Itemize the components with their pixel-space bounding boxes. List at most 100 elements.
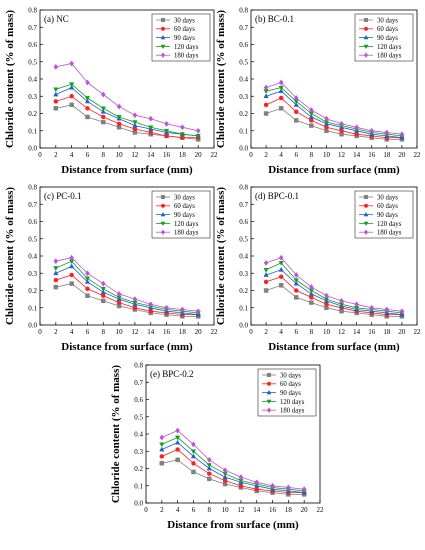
data-point xyxy=(116,290,122,297)
legend-marker xyxy=(363,44,369,50)
data-point xyxy=(293,101,299,107)
series-line xyxy=(265,90,402,139)
series-line xyxy=(55,83,199,137)
data-point xyxy=(84,96,91,101)
x-tick-label: 14 xyxy=(253,506,261,514)
data-point xyxy=(309,300,314,305)
x-tick-label: 4 xyxy=(176,506,180,514)
data-point xyxy=(294,295,299,300)
panel-label: (e) BPC-0.2 xyxy=(150,369,194,379)
legend-label: 60 days xyxy=(377,26,398,33)
data-point xyxy=(175,457,180,463)
x-tick-label: 10 xyxy=(323,328,331,336)
legend: 30 days 60 days 90 days 120 days 180 days xyxy=(354,13,414,62)
data-point xyxy=(207,471,212,476)
x-tick-label: 8 xyxy=(208,506,212,514)
data-point xyxy=(148,301,154,308)
y-tick-label: 0.0 xyxy=(134,500,143,508)
data-point xyxy=(148,130,153,135)
series-5 xyxy=(263,254,405,315)
legend-marker xyxy=(363,211,369,217)
series-line xyxy=(55,95,199,139)
series-line xyxy=(55,274,199,316)
series-5 xyxy=(263,79,405,138)
x-tick-label: 6 xyxy=(86,151,90,159)
x-tick-label: 20 xyxy=(195,328,203,336)
data-point xyxy=(53,99,59,104)
data-point xyxy=(278,106,284,111)
data-point xyxy=(369,304,375,311)
legend-label: 180 days xyxy=(174,53,199,60)
x-tick-label: 20 xyxy=(398,151,406,159)
series-1 xyxy=(159,457,307,497)
y-tick-label: 0.1 xyxy=(28,127,37,135)
data-point xyxy=(339,120,344,127)
legend-label: 90 days xyxy=(377,212,398,219)
data-point xyxy=(100,286,106,292)
series-5 xyxy=(53,254,201,315)
data-point xyxy=(85,293,90,298)
x-tick-label: 10 xyxy=(323,151,331,159)
data-point xyxy=(309,295,314,300)
y-tick-label: 0.7 xyxy=(239,201,248,209)
series-line xyxy=(265,257,402,312)
data-point xyxy=(278,95,284,101)
x-axis-title: Distance from surface (mm) xyxy=(268,341,400,353)
y-tick-label: 0.5 xyxy=(239,235,248,243)
data-point xyxy=(293,280,299,286)
data-point xyxy=(53,266,59,271)
data-point xyxy=(159,442,165,448)
legend-marker xyxy=(160,34,166,40)
data-point xyxy=(263,272,269,277)
data-point xyxy=(263,111,269,116)
x-tick-label: 6 xyxy=(86,328,90,336)
y-axis-title: Chloride content (% of mass) xyxy=(4,10,16,148)
y-tick-label: 0.2 xyxy=(28,287,37,295)
x-tick-label: 8 xyxy=(102,151,106,159)
data-point xyxy=(309,118,314,123)
data-point xyxy=(101,293,106,298)
x-tick-label: 22 xyxy=(211,151,219,159)
x-tick-label: 8 xyxy=(310,328,314,336)
y-tick-label: 0.4 xyxy=(28,253,37,261)
x-tick-label: 10 xyxy=(116,151,124,159)
data-point xyxy=(324,292,329,299)
data-point xyxy=(85,79,90,86)
legend: 30 days 60 days 90 days 120 days 180 days xyxy=(354,190,414,239)
data-point xyxy=(254,486,259,492)
x-tick-label: 0 xyxy=(249,328,253,336)
legend-label: 30 days xyxy=(174,17,195,24)
data-point xyxy=(384,129,390,136)
x-tick-label: 12 xyxy=(338,328,346,336)
legend-label: 90 days xyxy=(280,390,301,397)
series-line xyxy=(55,87,199,137)
legend-marker xyxy=(363,221,369,227)
data-point xyxy=(301,486,307,493)
y-tick-label: 0.4 xyxy=(239,253,248,261)
data-point xyxy=(293,94,299,101)
y-tick-label: 0.6 xyxy=(239,41,248,49)
data-point xyxy=(369,127,375,134)
series-5 xyxy=(53,60,201,134)
data-point xyxy=(101,298,106,304)
x-tick-label: 20 xyxy=(301,506,309,514)
legend-marker xyxy=(363,17,369,23)
x-tick-label: 10 xyxy=(116,328,124,336)
data-point xyxy=(53,277,59,283)
x-tick-label: 10 xyxy=(222,506,230,514)
legend-label: 180 days xyxy=(174,230,199,237)
data-point xyxy=(69,102,74,108)
data-point xyxy=(69,254,74,261)
data-point xyxy=(132,126,138,132)
x-tick-label: 16 xyxy=(269,506,277,514)
data-point xyxy=(85,270,90,277)
data-point xyxy=(159,461,165,466)
legend-marker xyxy=(266,381,272,386)
y-tick-label: 0.0 xyxy=(28,322,37,330)
series-line xyxy=(55,283,199,317)
y-tick-label: 0.6 xyxy=(28,41,37,49)
data-point xyxy=(69,82,75,88)
data-point xyxy=(148,125,154,131)
y-tick-label: 0.5 xyxy=(134,413,143,421)
panel-label: (d) BPC-0.1 xyxy=(255,191,299,201)
